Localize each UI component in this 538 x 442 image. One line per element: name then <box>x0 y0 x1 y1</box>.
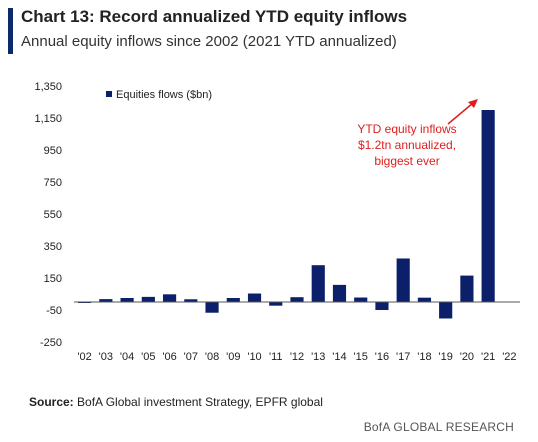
x-tick-label: '11 <box>269 351 283 363</box>
x-tick-label: '07 <box>184 351 198 363</box>
bar <box>417 297 432 302</box>
annotation: YTD equity inflows $1.2tn annualized, bigg… <box>357 99 478 168</box>
source-text: BofA Global investment Strategy, EPFR gl… <box>73 395 323 409</box>
y-tick-label: 950 <box>44 145 62 157</box>
bar <box>354 297 368 302</box>
y-tick-label: 750 <box>44 177 62 189</box>
x-tick-label: '17 <box>396 351 410 363</box>
legend-swatch <box>106 91 112 97</box>
annotation-arrow-line <box>447 102 474 125</box>
y-tick-label: -50 <box>46 305 62 317</box>
x-tick-label: '04 <box>120 351 134 363</box>
chart-title: Chart 13: Record annualized YTD equity i… <box>21 7 408 26</box>
bar <box>247 293 262 302</box>
x-tick-label: '19 <box>438 351 452 363</box>
annotation-text: YTD equity inflows <box>357 122 456 136</box>
x-tick-label: '08 <box>205 351 219 363</box>
bar <box>226 298 240 302</box>
bars <box>78 110 495 319</box>
x-tick-label: '16 <box>375 351 389 363</box>
x-tick-label: '21 <box>481 351 495 363</box>
y-axis: 1,350 1,150 950 750 550 350 150 -50 -250 <box>34 81 62 349</box>
x-tick-label: '09 <box>226 351 240 363</box>
bar <box>396 258 410 302</box>
bar <box>205 302 219 313</box>
source-note: Source: BofA Global investment Strategy,… <box>29 395 323 409</box>
y-tick-label: -250 <box>40 337 62 349</box>
annotation-arrow-head <box>468 99 478 108</box>
bar <box>290 297 304 302</box>
y-tick-label: 1,350 <box>34 81 62 93</box>
brand-footer: BofA GLOBAL RESEARCH <box>363 420 514 434</box>
x-tick-label: '02 <box>77 351 91 363</box>
y-tick-label: 550 <box>44 209 62 221</box>
bar <box>332 284 347 302</box>
y-tick-label: 1,150 <box>34 113 62 125</box>
bar <box>460 275 474 302</box>
annotation-text: $1.2tn annualized, <box>358 138 456 152</box>
x-tick-label: '13 <box>311 351 325 363</box>
legend-label: Equities flows ($bn) <box>116 89 212 101</box>
x-tick-label: '22 <box>502 351 516 363</box>
bar <box>269 302 283 306</box>
x-tick-label: '15 <box>354 351 368 363</box>
bar <box>375 302 389 310</box>
annotation-text: biggest ever <box>374 154 439 168</box>
x-tick-label: '05 <box>141 351 155 363</box>
x-tick-label: '10 <box>247 351 261 363</box>
title-accent-bar <box>8 8 13 54</box>
x-tick-label: '03 <box>99 351 113 363</box>
bar <box>141 296 155 302</box>
x-tick-label: '06 <box>162 351 176 363</box>
legend: Equities flows ($bn) <box>106 89 212 101</box>
bar <box>162 294 177 302</box>
bar <box>439 302 453 319</box>
y-tick-label: 350 <box>44 241 62 253</box>
bar <box>311 265 325 302</box>
x-tick-label: '18 <box>417 351 431 363</box>
bar <box>99 299 113 302</box>
x-axis: '02 '03 '04 '05 '06 '07 '08 '09 '10 '11 '12 '13 '14 '… <box>74 301 520 363</box>
y-tick-label: 150 <box>44 273 62 285</box>
bar <box>120 298 134 302</box>
bar <box>184 299 198 302</box>
x-tick-label: '12 <box>290 351 304 363</box>
x-tick-label: '20 <box>460 351 474 363</box>
source-label: Source: <box>29 395 74 409</box>
bar <box>481 110 495 302</box>
x-tick-label: '14 <box>332 351 346 363</box>
chart-subtitle: Annual equity inflows since 2002 (2021 Y… <box>21 33 397 50</box>
